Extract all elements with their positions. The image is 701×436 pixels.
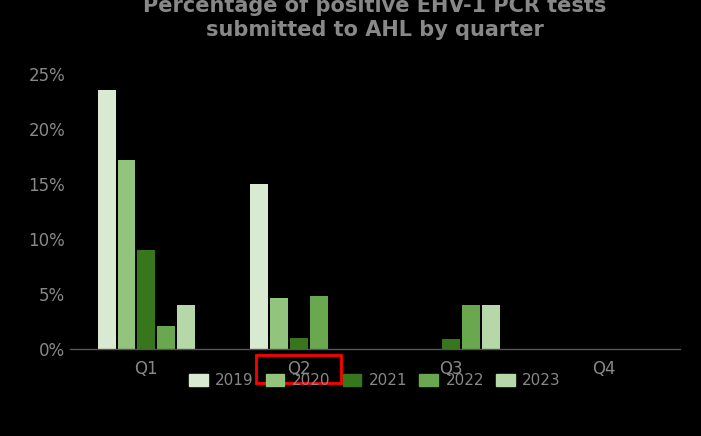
Bar — [118, 160, 135, 349]
Bar — [157, 326, 175, 349]
Bar — [256, 355, 341, 383]
Bar — [137, 250, 155, 349]
Title: Percentage of positive EHV-1 PCR tests
submitted to AHL by quarter: Percentage of positive EHV-1 PCR tests s… — [143, 0, 607, 40]
Bar — [462, 305, 480, 349]
Bar — [270, 298, 288, 349]
Bar — [97, 90, 116, 349]
Bar — [442, 339, 460, 349]
Bar — [310, 296, 327, 349]
Bar — [250, 184, 268, 349]
Bar — [290, 338, 308, 349]
Bar — [482, 305, 500, 349]
Bar — [177, 305, 195, 349]
Legend: 2019, 2020, 2021, 2022, 2023: 2019, 2020, 2021, 2022, 2023 — [183, 367, 567, 395]
